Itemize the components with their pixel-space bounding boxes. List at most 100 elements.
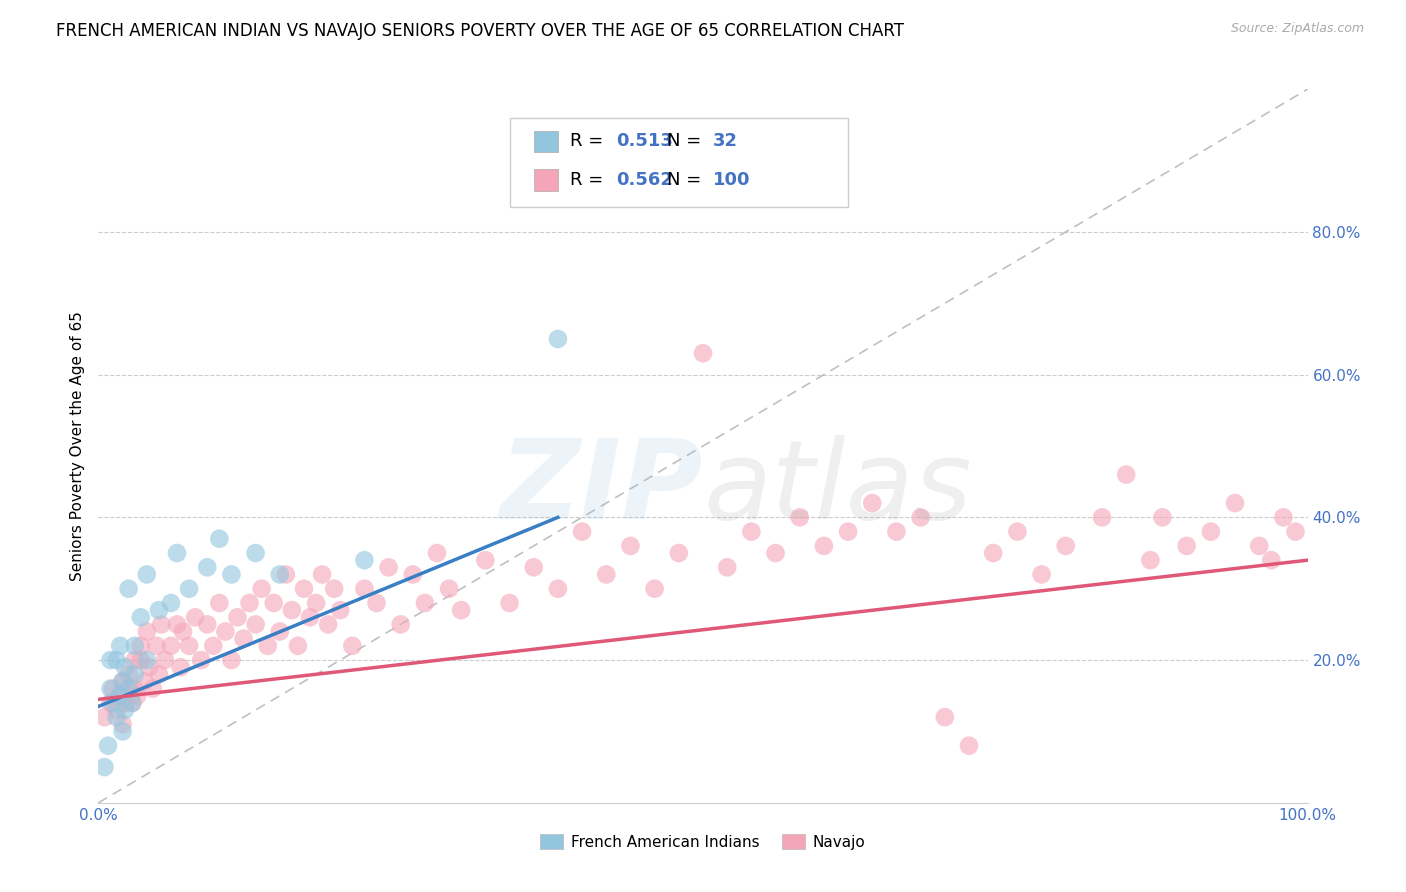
- Point: [127, 689, 149, 703]
- Point: [523, 560, 546, 574]
- Point: [299, 610, 322, 624]
- Point: [595, 567, 617, 582]
- Point: [413, 596, 436, 610]
- Point: [129, 639, 152, 653]
- Point: [547, 582, 569, 596]
- Point: [323, 582, 346, 596]
- Point: [202, 639, 225, 653]
- Point: [179, 582, 201, 596]
- Point: [105, 653, 128, 667]
- Point: [214, 624, 236, 639]
- Point: [269, 624, 291, 639]
- Point: [179, 639, 201, 653]
- Point: [547, 332, 569, 346]
- Point: [1284, 524, 1306, 539]
- Point: [135, 567, 157, 582]
- Point: [195, 617, 218, 632]
- Point: [860, 496, 883, 510]
- Point: [232, 632, 254, 646]
- Text: R =: R =: [569, 132, 609, 150]
- Point: [1175, 539, 1198, 553]
- Point: [150, 617, 173, 632]
- Y-axis label: Seniors Poverty Over the Age of 65: Seniors Poverty Over the Age of 65: [69, 311, 84, 581]
- Point: [256, 639, 278, 653]
- Point: [239, 596, 262, 610]
- Point: [377, 560, 399, 574]
- Point: [129, 610, 152, 624]
- Point: [100, 681, 122, 696]
- Point: [389, 617, 412, 632]
- Point: [184, 610, 207, 624]
- Point: [292, 582, 315, 596]
- Point: [153, 653, 176, 667]
- Text: 32: 32: [713, 132, 738, 150]
- Point: [274, 567, 297, 582]
- Text: R =: R =: [569, 171, 609, 189]
- Point: [269, 567, 291, 582]
- Point: [402, 567, 425, 582]
- Point: [1007, 524, 1029, 539]
- Point: [134, 674, 156, 689]
- Point: [450, 603, 472, 617]
- Point: [195, 560, 218, 574]
- Point: [114, 660, 136, 674]
- Point: [148, 667, 170, 681]
- Point: [121, 696, 143, 710]
- Text: FRENCH AMERICAN INDIAN VS NAVAJO SENIORS POVERTY OVER THE AGE OF 65 CORRELATION : FRENCH AMERICAN INDIAN VS NAVAJO SENIORS…: [56, 22, 904, 40]
- Point: [111, 717, 134, 731]
- Point: [934, 710, 956, 724]
- Text: N =: N =: [666, 132, 707, 150]
- Point: [101, 696, 124, 710]
- Point: [426, 546, 449, 560]
- Text: atlas: atlas: [703, 435, 972, 542]
- Text: 0.513: 0.513: [616, 132, 673, 150]
- Text: 0.562: 0.562: [616, 171, 673, 189]
- Point: [311, 567, 333, 582]
- Point: [1091, 510, 1114, 524]
- Point: [245, 617, 267, 632]
- Text: Source: ZipAtlas.com: Source: ZipAtlas.com: [1230, 22, 1364, 36]
- Point: [765, 546, 787, 560]
- Point: [111, 674, 134, 689]
- Point: [287, 639, 309, 653]
- Point: [138, 660, 160, 674]
- Point: [121, 696, 143, 710]
- Point: [124, 639, 146, 653]
- Point: [160, 596, 183, 610]
- Point: [981, 546, 1004, 560]
- FancyBboxPatch shape: [534, 130, 558, 152]
- Point: [105, 703, 128, 717]
- Point: [250, 582, 273, 596]
- Point: [305, 596, 328, 610]
- Point: [886, 524, 908, 539]
- Point: [221, 653, 243, 667]
- Point: [118, 681, 141, 696]
- Point: [108, 639, 131, 653]
- Point: [437, 582, 460, 596]
- Point: [1199, 524, 1222, 539]
- Point: [1139, 553, 1161, 567]
- FancyBboxPatch shape: [509, 118, 848, 207]
- Point: [160, 639, 183, 653]
- Point: [221, 567, 243, 582]
- Text: N =: N =: [666, 171, 707, 189]
- Point: [118, 582, 141, 596]
- Point: [281, 603, 304, 617]
- Point: [118, 667, 141, 681]
- Point: [263, 596, 285, 610]
- Point: [93, 760, 115, 774]
- Point: [166, 546, 188, 560]
- Point: [668, 546, 690, 560]
- Point: [1031, 567, 1053, 582]
- Point: [111, 724, 134, 739]
- Point: [474, 553, 496, 567]
- Point: [100, 696, 122, 710]
- Point: [148, 603, 170, 617]
- Point: [1054, 539, 1077, 553]
- Point: [208, 596, 231, 610]
- Legend: French American Indians, Navajo: French American Indians, Navajo: [534, 828, 872, 855]
- Point: [172, 624, 194, 639]
- Point: [97, 739, 120, 753]
- Point: [108, 689, 131, 703]
- Point: [353, 553, 375, 567]
